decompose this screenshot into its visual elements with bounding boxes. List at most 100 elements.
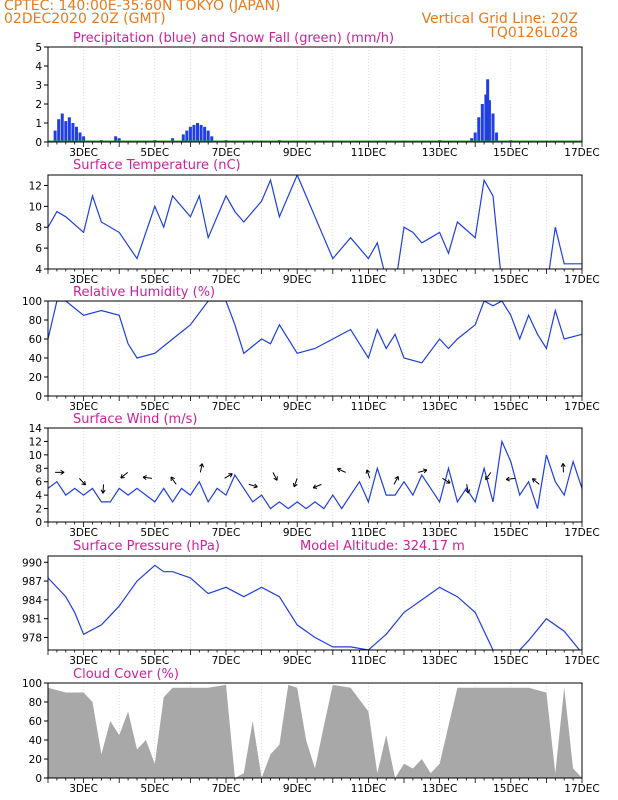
wind-arrow-icon <box>272 472 278 481</box>
y-tick-label: 2 <box>35 504 42 516</box>
wind-arrow-icon <box>170 476 177 485</box>
wind-arrowhead <box>465 489 471 494</box>
precip-bar <box>71 123 75 142</box>
panel-6: Cloud Cover (%) 0 20 40 60 80 100 3DEC 5DEC 7DEC 9… <box>22 667 600 795</box>
series-line <box>48 301 582 364</box>
precip-bar <box>495 132 499 142</box>
panel-1: Precipitation (blue) and Snow Fall (gree… <box>35 31 599 159</box>
wind-arrowhead <box>228 473 233 478</box>
precip-bar <box>491 113 495 142</box>
x-tick-label: 9DEC <box>283 147 312 159</box>
x-tick-label: 5DEC <box>140 401 169 413</box>
wind-arrowhead <box>485 475 490 481</box>
x-tick-label: 13DEC <box>422 147 457 159</box>
wind-arrowhead <box>273 476 278 481</box>
y-tick-label: 5 <box>35 42 42 54</box>
x-tick-label: 17DEC <box>564 783 599 795</box>
wind-arrowhead <box>120 474 125 479</box>
y-tick-label: 80 <box>29 315 42 327</box>
x-tick-label: 13DEC <box>422 655 457 667</box>
wind-arrow-icon <box>248 483 258 488</box>
x-tick-label: 15DEC <box>493 783 528 795</box>
x-tick-label: 17DEC <box>564 401 599 413</box>
y-tick-label: 3 <box>35 80 42 92</box>
precip-bar <box>53 130 57 142</box>
x-tick-label: 9DEC <box>283 274 312 286</box>
header-location: CPTEC: 140:00E-35:60N TOKYO (JAPAN) <box>4 0 281 14</box>
cloud-cover-area <box>48 684 582 778</box>
wind-arrow-icon <box>224 473 233 479</box>
wind-arrow-icon <box>393 476 399 485</box>
y-tick-label: 990 <box>22 557 42 569</box>
wind-arrowhead <box>253 483 258 489</box>
header-grid-line: Vertical Grid Line: 20Z <box>421 11 578 27</box>
y-tick-label: 0 <box>35 517 42 529</box>
wind-arrowhead <box>560 463 566 468</box>
panel-frame <box>47 46 583 143</box>
precip-bar <box>487 100 491 142</box>
y-tick-label: 2 <box>35 99 42 111</box>
x-tick-label: 17DEC <box>564 147 599 159</box>
y-tick-label: 981 <box>22 614 42 626</box>
precip-bar <box>477 117 481 142</box>
wind-arrow-icon <box>418 469 428 473</box>
wind-arrow-icon <box>506 477 516 480</box>
precip-bar <box>206 130 210 142</box>
y-tick-label: 10 <box>29 201 42 213</box>
y-tick-label: 8 <box>35 463 42 475</box>
y-tick-label: 20 <box>29 372 42 384</box>
precip-bar <box>74 126 78 142</box>
precip-bar <box>117 138 121 142</box>
x-tick-label: 7DEC <box>212 274 241 286</box>
header-date: 02DEC2020 20Z (GMT) <box>4 11 166 27</box>
x-tick-label: 3DEC <box>69 147 98 159</box>
wind-arrow-icon <box>120 471 129 479</box>
panel-title: Surface Pressure (hPa) <box>73 539 220 554</box>
wind-arrowhead <box>365 469 371 474</box>
wind-arrowhead <box>394 475 399 481</box>
x-tick-label: 13DEC <box>422 783 457 795</box>
precip-bar <box>196 123 200 142</box>
series-line <box>48 175 582 269</box>
x-tick-label: 5DEC <box>140 147 169 159</box>
y-tick-label: 12 <box>29 180 42 192</box>
y-tick-label: 6 <box>35 477 42 489</box>
x-tick-label: 5DEC <box>140 783 169 795</box>
x-tick-label: 15DEC <box>493 655 528 667</box>
x-tick-label: 5DEC <box>140 527 169 539</box>
y-tick-label: 60 <box>29 334 42 346</box>
precip-bar <box>470 138 474 142</box>
x-tick-label: 5DEC <box>140 655 169 667</box>
precip-bar <box>78 132 82 142</box>
precip-bar <box>199 124 203 142</box>
x-tick-label: 7DEC <box>212 783 241 795</box>
wind-arrowhead <box>446 479 451 484</box>
x-tick-label: 17DEC <box>564 527 599 539</box>
x-tick-label: 3DEC <box>69 401 98 413</box>
wind-arrowhead <box>292 482 298 488</box>
x-tick-label: 11DEC <box>351 783 386 795</box>
panel-title: Precipitation (blue) and Snow Fall (gree… <box>73 31 394 46</box>
x-tick-label: 7DEC <box>212 527 241 539</box>
wind-arrow-icon <box>485 472 492 480</box>
y-tick-label: 40 <box>29 353 42 365</box>
wind-arrow-icon <box>102 484 105 494</box>
x-tick-label: 9DEC <box>283 783 312 795</box>
y-tick-label: 10 <box>29 450 42 462</box>
panel-title: Surface Temperature (nC) <box>73 158 241 173</box>
x-tick-label: 13DEC <box>422 274 457 286</box>
precip-bar <box>210 136 214 142</box>
wind-arrowhead <box>336 467 342 473</box>
panel-subtitle: Model Altitude: 324.17 m <box>300 539 465 554</box>
y-tick-label: 100 <box>22 678 42 690</box>
x-tick-label: 15DEC <box>493 147 528 159</box>
precip-bar <box>185 130 189 142</box>
wind-arrow-icon <box>293 478 298 487</box>
x-tick-label: 11DEC <box>351 655 386 667</box>
wind-arrowhead <box>60 469 65 475</box>
panel-2: Surface Temperature (nC) 4 6 8 10 12 3DEC 5DEC 7… <box>29 158 600 286</box>
wind-arrow-icon <box>312 483 322 489</box>
y-tick-label: 12 <box>29 436 42 448</box>
y-tick-label: 987 <box>22 576 42 588</box>
precip-bar <box>64 121 68 142</box>
